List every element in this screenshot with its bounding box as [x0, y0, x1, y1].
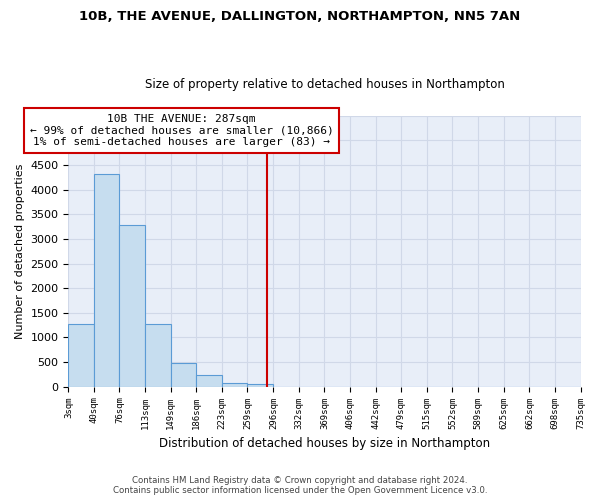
- Bar: [247, 384, 274, 386]
- Y-axis label: Number of detached properties: Number of detached properties: [15, 164, 25, 339]
- Text: 10B THE AVENUE: 287sqm
← 99% of detached houses are smaller (10,866)
1% of semi-: 10B THE AVENUE: 287sqm ← 99% of detached…: [30, 114, 334, 147]
- Text: 10B, THE AVENUE, DALLINGTON, NORTHAMPTON, NN5 7AN: 10B, THE AVENUE, DALLINGTON, NORTHAMPTON…: [79, 10, 521, 23]
- Title: Size of property relative to detached houses in Northampton: Size of property relative to detached ho…: [145, 78, 505, 91]
- Bar: [196, 376, 223, 386]
- Bar: [145, 324, 170, 386]
- Bar: [119, 225, 145, 386]
- Bar: [170, 363, 196, 386]
- Bar: [223, 383, 247, 386]
- Bar: [68, 324, 94, 386]
- Bar: [94, 174, 119, 386]
- Text: Contains HM Land Registry data © Crown copyright and database right 2024.
Contai: Contains HM Land Registry data © Crown c…: [113, 476, 487, 495]
- X-axis label: Distribution of detached houses by size in Northampton: Distribution of detached houses by size …: [159, 437, 490, 450]
